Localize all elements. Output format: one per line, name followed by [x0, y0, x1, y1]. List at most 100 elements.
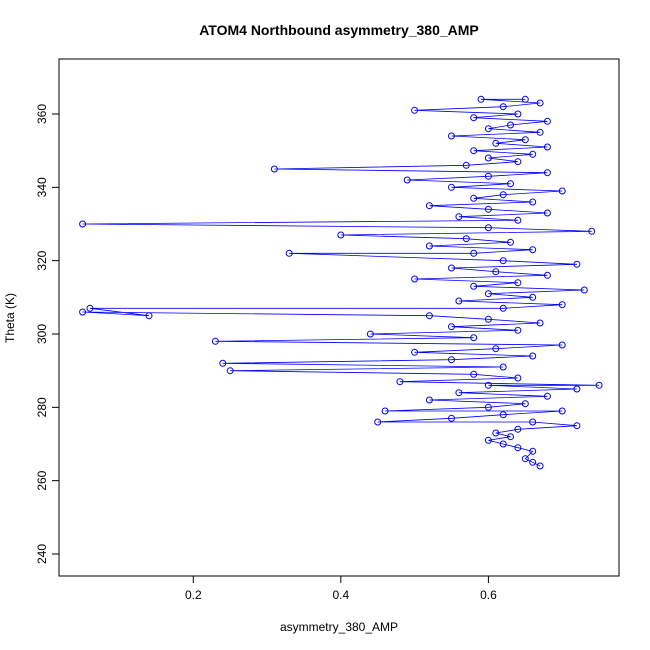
data-point: [374, 418, 382, 426]
data-point: [514, 374, 522, 382]
data-point: [536, 128, 544, 136]
y-tick-label: 260: [35, 470, 49, 490]
data-point: [529, 352, 537, 360]
y-axis: 240 260 280 300 320 340 360: [35, 104, 60, 564]
data-point: [529, 246, 537, 254]
series-line: [82, 98, 600, 467]
data-point: [492, 139, 500, 147]
data-point: [462, 235, 470, 243]
x-axis-label: asymmetry_380_AMP: [280, 620, 398, 634]
data-point: [425, 312, 433, 320]
data-point: [529, 458, 537, 466]
y-tick-label: 320: [35, 250, 49, 270]
data-point: [499, 304, 507, 312]
data-point: [573, 260, 581, 268]
data-point: [484, 290, 492, 298]
data-point: [543, 169, 551, 177]
data-point: [529, 150, 537, 158]
y-tick-label: 240: [35, 544, 49, 564]
data-point: [492, 429, 500, 437]
data-point: [595, 381, 603, 389]
data-point: [499, 411, 507, 419]
data-point: [337, 231, 345, 239]
data-point: [270, 165, 278, 173]
data-point: [529, 447, 537, 455]
data-point: [507, 121, 514, 129]
data-point: [499, 257, 507, 265]
data-point: [499, 191, 507, 199]
data-point: [543, 392, 551, 400]
data-point: [455, 389, 463, 397]
data-point: [448, 264, 455, 272]
data-point: [484, 154, 492, 162]
data-point: [448, 414, 455, 422]
data-point: [580, 286, 588, 294]
data-point: [507, 180, 514, 188]
data-point: [573, 422, 581, 430]
data-point: [484, 125, 492, 133]
data-point: [484, 381, 492, 389]
data-point: [492, 345, 500, 353]
data-point: [543, 143, 551, 151]
data-point: [448, 183, 455, 191]
data-point: [536, 319, 544, 327]
data-point: [477, 95, 485, 103]
data-point: [558, 187, 566, 195]
data-point: [285, 249, 293, 257]
data-point: [470, 114, 478, 122]
data-point: [529, 293, 537, 301]
data-point: [470, 249, 478, 257]
data-point: [411, 106, 419, 114]
data-point: [470, 147, 478, 155]
x-tick-label: 0.4: [333, 588, 350, 602]
data-point: [514, 158, 522, 166]
data-point: [484, 172, 492, 180]
data-point: [484, 205, 492, 213]
data-point: [588, 227, 596, 235]
data-point: [462, 161, 470, 169]
data-point: [514, 110, 522, 118]
data-point: [514, 216, 522, 224]
data-point: [543, 271, 551, 279]
data-point: [499, 103, 507, 111]
data-point: [470, 334, 478, 342]
y-tick-label: 340: [35, 177, 49, 197]
data-point: [455, 213, 463, 221]
y-axis-label: Theta (K): [3, 293, 17, 343]
data-point: [219, 359, 227, 367]
data-point: [507, 433, 514, 441]
data-point: [403, 176, 411, 184]
data-point: [484, 436, 492, 444]
data-point: [514, 326, 522, 334]
data-point: [425, 202, 433, 210]
data-point: [86, 304, 94, 312]
data-point: [366, 330, 374, 338]
data-point: [411, 348, 419, 356]
data-point: [455, 297, 463, 305]
data-point: [145, 312, 153, 320]
y-tick-label: 360: [35, 104, 49, 124]
data-point: [470, 282, 478, 290]
data-point: [484, 403, 492, 411]
plot-area-box: [58, 58, 620, 577]
data-point: [448, 356, 455, 364]
data-point: [492, 268, 500, 276]
data-point: [573, 385, 581, 393]
data-point: [499, 363, 507, 371]
data-point: [484, 224, 492, 232]
series-layer: [79, 95, 603, 470]
data-point: [521, 95, 529, 103]
data-point: [536, 462, 544, 470]
data-point: [470, 370, 478, 378]
data-point: [529, 418, 537, 426]
chart-title: ATOM4 Northbound asymmetry_380_AMP: [199, 22, 479, 38]
data-point: [79, 220, 87, 228]
data-point: [514, 444, 522, 452]
data-point: [484, 315, 492, 323]
data-point: [499, 440, 507, 448]
data-point: [470, 194, 478, 202]
data-point: [448, 132, 455, 140]
data-point: [226, 367, 234, 375]
data-point: [558, 341, 566, 349]
data-point: [448, 323, 455, 331]
